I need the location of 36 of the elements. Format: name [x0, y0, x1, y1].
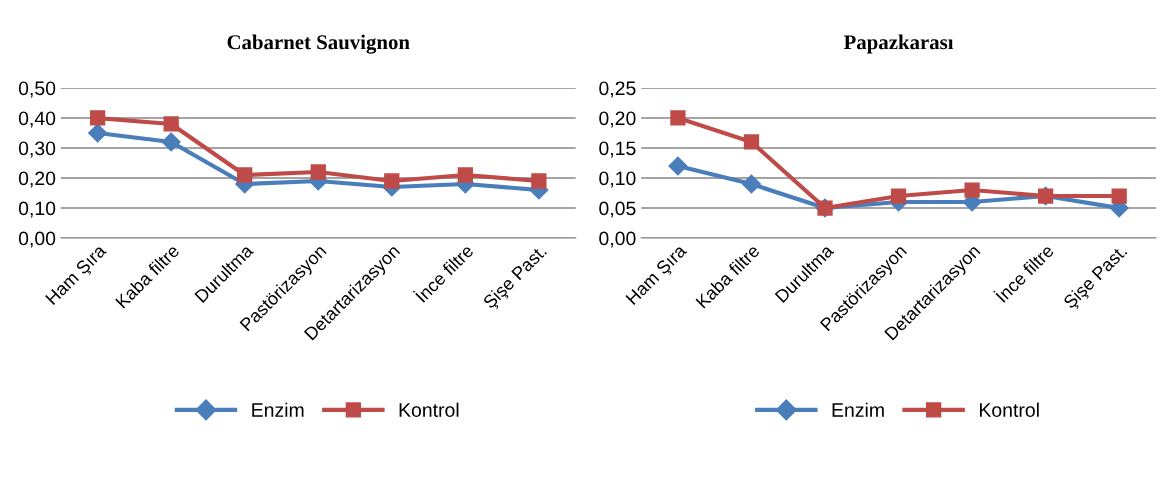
point: [89, 110, 106, 126]
point: [237, 167, 253, 183]
point: [741, 174, 762, 194]
legend-label: Kontrol: [979, 402, 1039, 417]
point: [1111, 188, 1127, 204]
y-tick-label: 0,15: [599, 141, 636, 158]
y-tick-label: 0,10: [18, 201, 56, 218]
y-tick-label: 0,25: [599, 81, 636, 98]
point: [161, 132, 181, 152]
y-tick-label: 0,40: [18, 111, 56, 128]
point: [670, 110, 686, 126]
point: [310, 164, 326, 180]
x-tick-label: İnce filtre: [412, 241, 475, 303]
legend-label: Enzim: [252, 402, 304, 417]
y-tick-label: 0,20: [599, 111, 636, 128]
y-tick-label: 0,20: [18, 171, 56, 188]
point: [743, 134, 760, 150]
point: [668, 156, 688, 176]
y-tick-label: 0,50: [18, 81, 56, 98]
point: [531, 173, 547, 189]
point: [457, 167, 473, 183]
y-tick-label: 0,30: [18, 141, 56, 158]
chart-title: Papazkarası: [843, 34, 954, 54]
point: [890, 188, 907, 204]
chart-title: Cabarnet Sauvignon: [227, 34, 410, 54]
y-tick-label: 0,05: [599, 201, 636, 218]
legend-label: Kontrol: [399, 402, 459, 417]
y-tick-label: 0,00: [18, 231, 56, 248]
legend-label: Enzim: [832, 402, 884, 417]
point: [88, 123, 108, 143]
y-tick-label: 0,00: [599, 231, 636, 248]
point: [384, 173, 400, 189]
x-tick-label: İnce filtre: [993, 241, 1055, 303]
point: [964, 182, 980, 198]
point: [163, 116, 179, 132]
y-tick-label: 0,10: [599, 171, 636, 188]
